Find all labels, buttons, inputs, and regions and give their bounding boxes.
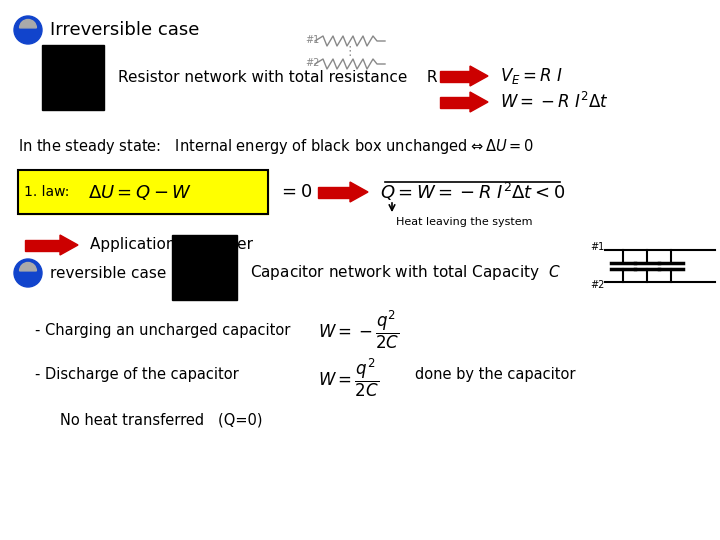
Text: $W = -R\ I^2\Delta t$: $W = -R\ I^2\Delta t$ [500, 92, 608, 112]
Text: No heat transferred   (Q=0): No heat transferred (Q=0) [60, 413, 263, 428]
Text: #2: #2 [305, 58, 320, 68]
Text: $V_E = R\ I$: $V_E = R\ I$ [500, 66, 563, 86]
Text: done by the capacitor: done by the capacitor [415, 368, 575, 382]
Bar [25, 240, 60, 251]
Text: #1: #1 [305, 35, 319, 45]
Wedge shape [19, 262, 37, 271]
Text: $= 0$: $= 0$ [278, 183, 312, 201]
Text: Resistor network with total resistance    R: Resistor network with total resistance R [118, 71, 438, 85]
Circle shape [14, 259, 42, 287]
Text: reversible case: reversible case [50, 266, 166, 280]
Text: #1: #1 [590, 242, 604, 252]
Text: $Q = W = -R\ I^2\Delta t < 0$: $Q = W = -R\ I^2\Delta t < 0$ [380, 181, 565, 203]
Polygon shape [470, 66, 488, 86]
Text: Heat leaving the system: Heat leaving the system [396, 217, 533, 227]
Bar [440, 97, 470, 107]
Text: Application as heater: Application as heater [90, 238, 253, 253]
Bar [18, 170, 268, 214]
Bar [172, 235, 237, 300]
Text: $W = \dfrac{q^2}{2C}$: $W = \dfrac{q^2}{2C}$ [318, 357, 379, 399]
Text: Irreversible case: Irreversible case [50, 21, 199, 39]
Circle shape [14, 16, 42, 44]
Text: Capacitor network with total Capacity  $C$: Capacitor network with total Capacity $C… [250, 264, 561, 282]
Bar [318, 186, 350, 198]
Wedge shape [19, 19, 37, 28]
Text: - Discharge of the capacitor: - Discharge of the capacitor [35, 368, 239, 382]
Text: $\Delta U = Q - W$: $\Delta U = Q - W$ [88, 183, 192, 201]
Polygon shape [60, 235, 78, 255]
Bar [440, 71, 470, 82]
Text: ⋮: ⋮ [343, 45, 356, 58]
Bar [18, 170, 268, 214]
Polygon shape [350, 182, 368, 202]
Text: 1. law:: 1. law: [24, 185, 69, 199]
Text: - Charging an uncharged capacitor: - Charging an uncharged capacitor [35, 322, 290, 338]
Bar [42, 45, 104, 110]
Text: #2: #2 [590, 280, 604, 290]
Text: In the steady state:   Internal energy of black box unchanged$\Leftrightarrow \D: In the steady state: Internal energy of … [18, 138, 534, 157]
Polygon shape [470, 92, 488, 112]
Text: $W = -\dfrac{q^2}{2C}$: $W = -\dfrac{q^2}{2C}$ [318, 309, 400, 351]
